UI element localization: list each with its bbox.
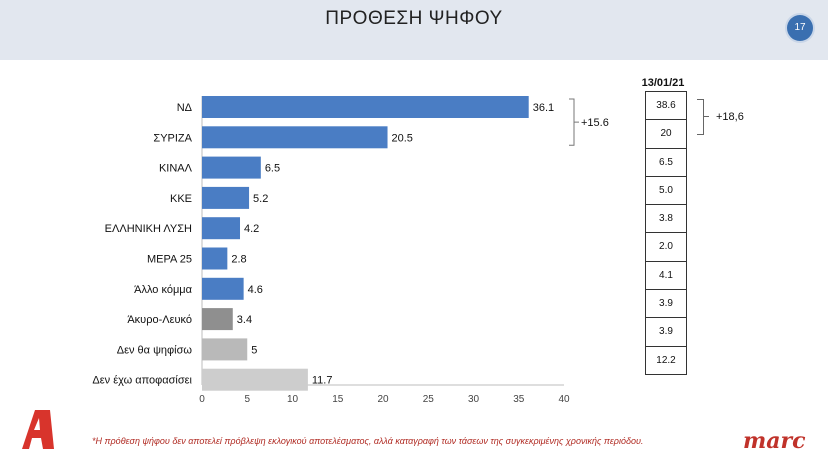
bar <box>202 217 241 240</box>
category-label: ΜΕΡΑ 25 <box>147 254 192 266</box>
category-label: ΕΛΛΗΝΙΚΗ ΛΥΣΗ <box>105 223 192 235</box>
x-tick-label: 20 <box>377 394 389 405</box>
x-tick-label: 35 <box>513 394 525 405</box>
data-label: 5 <box>251 344 257 356</box>
comparison-cell: 5.0 <box>646 177 686 206</box>
difference-annotation: +15.6 <box>581 117 609 129</box>
category-label: ΣΥΡΙΖΑ <box>153 132 192 144</box>
data-label: 2.8 <box>231 254 246 266</box>
comparison-cell: 38.6 <box>646 92 686 121</box>
data-label: 3.4 <box>237 314 252 326</box>
comparison-cell: 20 <box>646 120 686 149</box>
marc-logo: marc <box>743 428 806 454</box>
category-label: Άκυρο-Λευκό <box>127 314 192 326</box>
comparison-cell: 3.9 <box>646 318 686 347</box>
category-label: Δεν θα ψηφίσω <box>117 344 193 356</box>
category-label: ΚΚΕ <box>170 193 192 205</box>
vote-intention-chart: ΝΔ 36.1 ΣΥΡΙΖΑ 20.5 ΚΙΝΑΛ 6.5 ΚΚΕ 5.2 ΕΛΛΗΝΙΚΗ Λ… <box>92 96 609 405</box>
data-label: 4.6 <box>248 284 263 296</box>
bar <box>202 186 250 209</box>
x-tick-label: 0 <box>199 394 205 405</box>
comparison-date: 13/01/21 <box>641 77 685 89</box>
comparison-difference: +18,6 <box>716 111 744 123</box>
comparison-cell: 3.8 <box>646 205 686 234</box>
x-tick-label: 5 <box>244 394 250 405</box>
bar <box>202 308 233 331</box>
x-tick-label: 30 <box>468 394 480 405</box>
difference-brace <box>569 98 579 146</box>
bar <box>202 338 248 361</box>
data-label: 5.2 <box>253 193 268 205</box>
bar <box>202 368 308 391</box>
comparison-cell: 3.9 <box>646 290 686 319</box>
bar <box>202 277 244 300</box>
header-bar <box>0 0 828 60</box>
bar <box>202 156 261 179</box>
page-title: ΠΡΟΘΕΣΗ ΨΗΦΟΥ <box>325 8 503 29</box>
category-label: ΚΙΝΑΛ <box>159 163 193 175</box>
comparison-brace <box>697 99 709 135</box>
comparison-cell: 2.0 <box>646 233 686 262</box>
data-label: 20.5 <box>392 132 413 144</box>
footnote: *Η πρόθεση ψήφου δεν αποτελεί πρόβλεψη ε… <box>92 436 644 446</box>
category-label: ΝΔ <box>177 102 193 114</box>
data-label: 6.5 <box>265 163 280 175</box>
comparison-table: 38.6 20 6.5 5.0 3.8 2.0 4.1 3.9 3.9 12.2 <box>645 91 687 375</box>
data-label: 36.1 <box>533 102 554 114</box>
category-label: Δεν έχω αποφασίσει <box>92 375 192 387</box>
bar <box>202 126 388 149</box>
bar <box>202 247 228 270</box>
comparison-cell: 12.2 <box>646 347 686 375</box>
page-number-badge: 17 <box>787 15 813 41</box>
x-tick-label: 15 <box>332 394 344 405</box>
x-tick-label: 25 <box>423 394 435 405</box>
bar <box>202 96 529 118</box>
data-label: 11.7 <box>312 375 333 387</box>
comparison-cell: 4.1 <box>646 262 686 291</box>
x-tick-label: 10 <box>287 394 299 405</box>
category-label: Άλλο κόμμα <box>134 284 193 296</box>
alpha-logo <box>22 410 54 449</box>
x-tick-label: 40 <box>558 394 570 405</box>
comparison-cell: 6.5 <box>646 149 686 177</box>
data-label: 4.2 <box>244 223 259 235</box>
